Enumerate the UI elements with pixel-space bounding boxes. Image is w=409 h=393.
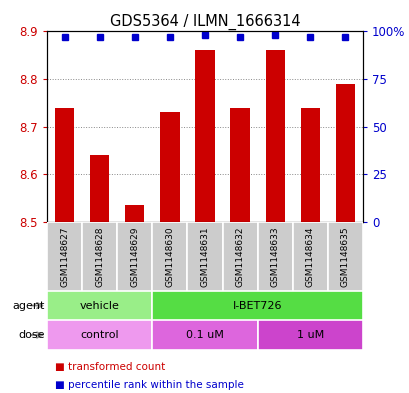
Bar <box>152 291 362 320</box>
Bar <box>327 222 362 291</box>
Bar <box>222 222 257 291</box>
Text: GSM1148630: GSM1148630 <box>165 226 174 287</box>
Text: agent: agent <box>13 301 45 310</box>
Text: vehicle: vehicle <box>80 301 119 310</box>
Bar <box>90 155 109 222</box>
Bar <box>47 222 82 291</box>
Bar <box>117 222 152 291</box>
Text: control: control <box>80 330 119 340</box>
Text: 1 uM: 1 uM <box>296 330 323 340</box>
Bar <box>195 50 214 222</box>
Bar <box>335 84 354 222</box>
Text: GSM1148631: GSM1148631 <box>200 226 209 287</box>
Text: ■ percentile rank within the sample: ■ percentile rank within the sample <box>55 380 244 390</box>
Bar <box>82 222 117 291</box>
Bar <box>160 112 179 222</box>
Bar <box>292 222 327 291</box>
Bar <box>257 222 292 291</box>
Text: ■ transformed count: ■ transformed count <box>55 362 165 373</box>
Text: GSM1148634: GSM1148634 <box>305 226 314 286</box>
Text: GSM1148635: GSM1148635 <box>340 226 349 287</box>
Text: GSM1148633: GSM1148633 <box>270 226 279 287</box>
Text: I-BET726: I-BET726 <box>232 301 282 310</box>
Bar <box>257 320 362 350</box>
Bar <box>230 108 249 222</box>
Title: GDS5364 / ILMN_1666314: GDS5364 / ILMN_1666314 <box>110 14 299 30</box>
Bar <box>55 108 74 222</box>
Text: dose: dose <box>18 330 45 340</box>
Bar <box>187 222 222 291</box>
Text: GSM1148628: GSM1148628 <box>95 226 104 286</box>
Text: GSM1148632: GSM1148632 <box>235 226 244 286</box>
Bar <box>152 320 257 350</box>
Bar <box>47 291 152 320</box>
Bar <box>125 206 144 222</box>
Text: GSM1148629: GSM1148629 <box>130 226 139 286</box>
Bar <box>300 108 319 222</box>
Text: 0.1 uM: 0.1 uM <box>186 330 223 340</box>
Bar <box>265 50 284 222</box>
Bar <box>152 222 187 291</box>
Text: GSM1148627: GSM1148627 <box>60 226 69 286</box>
Bar <box>47 320 152 350</box>
